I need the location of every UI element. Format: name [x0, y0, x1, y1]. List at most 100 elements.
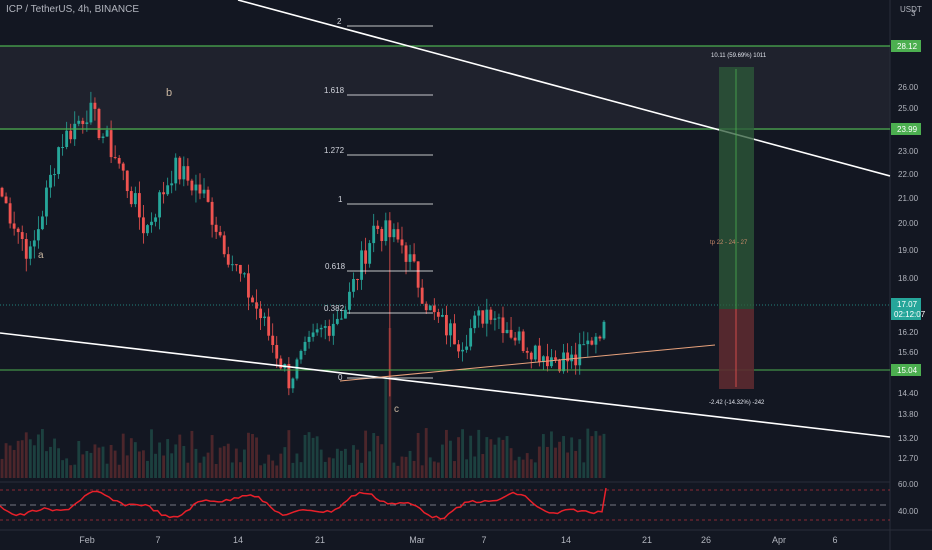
volume-bar — [307, 432, 311, 478]
oscillator-tick-label: 40.00 — [898, 507, 919, 516]
volume-bar — [24, 432, 28, 478]
volume-bar — [198, 462, 202, 478]
long-position-tool[interactable]: 10.11 (59.69%) 1011 tp 22 - 24 - 27 -2.4… — [709, 53, 767, 406]
volume-bar — [259, 465, 262, 478]
volume-bar — [602, 433, 606, 478]
candle-body — [396, 229, 400, 240]
candle-body — [554, 357, 557, 360]
candle-body — [45, 187, 48, 217]
candle-body — [453, 323, 456, 345]
candle-body — [457, 344, 460, 352]
volume-bar — [352, 445, 355, 478]
candle-body — [77, 120, 81, 124]
candle-body — [307, 336, 311, 342]
candle-body — [380, 228, 384, 242]
volume-bar — [489, 439, 493, 478]
candle-body — [550, 357, 553, 367]
price-tick-label: 16.20 — [898, 328, 919, 337]
volume-bar — [20, 440, 24, 478]
candle-body — [574, 354, 578, 366]
candle-body — [432, 305, 436, 313]
volume-bar — [291, 462, 295, 478]
candle-body — [251, 297, 254, 303]
time-tick-label: 21 — [642, 535, 652, 545]
volume-bar — [57, 448, 60, 478]
volume-bar — [226, 443, 230, 478]
candle-body — [319, 327, 323, 330]
candle-body — [311, 332, 315, 337]
candle-body — [509, 329, 513, 338]
price-axis[interactable]: 26.00 25.00 23.00 22.00 21.00 20.00 19.00 18.00… — [898, 83, 919, 463]
volume-bar — [368, 451, 372, 478]
upper-trendline[interactable] — [237, 0, 891, 177]
position-target-note: 10.11 (59.69%) 1011 — [711, 53, 767, 59]
volume-bar — [364, 430, 368, 478]
volume-bar — [384, 378, 388, 478]
candle-body — [49, 174, 52, 188]
candle-body — [469, 328, 473, 347]
volume-bar — [190, 430, 194, 478]
price-tick-label: 12.70 — [898, 454, 919, 463]
volume-bar — [238, 462, 242, 478]
candle-body — [206, 189, 210, 202]
volume-bar — [331, 458, 335, 478]
volume-bar — [214, 464, 218, 478]
oscillator-axis: 60.00 40.00 — [898, 480, 919, 516]
wave-label-c: c — [394, 404, 399, 415]
price-label-last: 17.07 02:12:07 — [891, 298, 926, 320]
candlesticks — [0, 91, 606, 397]
volume-bar — [0, 458, 4, 478]
candle-body — [352, 279, 355, 292]
volume-bar — [16, 440, 20, 478]
volume-bar — [457, 437, 460, 478]
candle-body — [303, 341, 307, 351]
volume-bar — [49, 446, 52, 478]
volume-bar — [392, 462, 396, 478]
candle-body — [299, 350, 303, 360]
candle-body — [525, 350, 529, 353]
volume-bar — [109, 444, 113, 478]
candle-body — [481, 310, 485, 324]
volume-bar — [339, 450, 343, 478]
volume-bar — [162, 455, 166, 478]
candle-body — [339, 318, 343, 320]
candle-body — [267, 316, 271, 336]
volume-bar — [210, 435, 214, 478]
support-trendline[interactable] — [339, 344, 716, 382]
candle-body — [8, 203, 12, 224]
volume-bar — [65, 458, 69, 478]
candle-body — [562, 352, 565, 372]
candle-body — [218, 231, 222, 236]
volume-bar — [279, 453, 283, 478]
candle-body — [368, 243, 372, 264]
price-label-box — [891, 364, 921, 376]
volume-bar — [230, 462, 234, 478]
volume-bar — [81, 454, 85, 478]
candle-body — [315, 329, 319, 333]
candle-body — [505, 329, 509, 334]
price-label-countdown: 02:12:07 — [894, 310, 926, 319]
volume-bar — [356, 449, 359, 478]
candle-body — [194, 184, 198, 191]
volume-bar — [137, 451, 141, 478]
volume-bar — [125, 455, 129, 478]
candle-body — [428, 305, 432, 311]
price-tick-label: 13.20 — [898, 434, 919, 443]
volume-bar — [77, 441, 81, 478]
candle-body — [356, 279, 359, 281]
price-tick-label: 18.00 — [898, 274, 919, 283]
candle-body — [323, 326, 327, 328]
volume-bar — [121, 433, 125, 478]
candle-body — [255, 302, 258, 309]
volume-bar — [178, 434, 182, 478]
volume-bar — [477, 429, 481, 478]
price-label-box — [891, 40, 921, 52]
time-axis[interactable]: Feb 7 14 21 Mar 7 14 21 26 Apr 6 — [79, 535, 837, 545]
volume-bar — [117, 464, 121, 478]
volume-bar — [388, 328, 392, 478]
time-tick-label: 26 — [701, 535, 711, 545]
fibonacci-levels[interactable]: 2 1.618 1.272 1 0.618 0.382 0 — [324, 17, 433, 382]
volume-bar — [590, 436, 594, 478]
lower-trendline[interactable] — [0, 332, 891, 438]
